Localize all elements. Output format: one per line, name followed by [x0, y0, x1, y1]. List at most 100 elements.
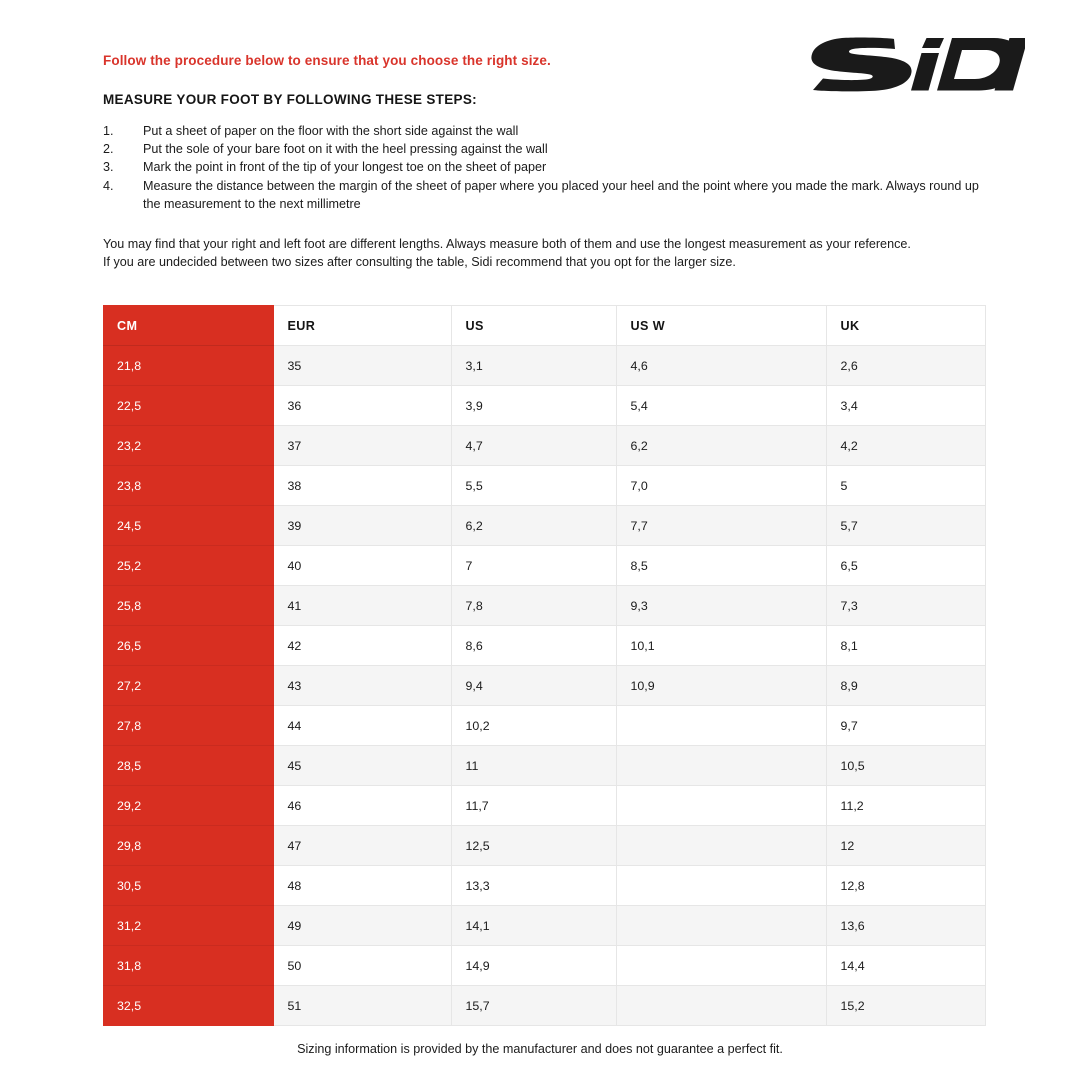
- cell-us: 6,2: [451, 505, 617, 546]
- cell-eur: 48: [273, 865, 452, 906]
- cell-uk: 9,7: [826, 705, 986, 746]
- column-header-us: US: [451, 305, 617, 346]
- table-row: 23,8 38 5,5 7,0 5: [103, 465, 986, 506]
- cell-us: 8,6: [451, 625, 617, 666]
- step-number: 1.: [103, 124, 114, 138]
- cell-uk: 8,1: [826, 625, 986, 666]
- table-row: 25,2 40 7 8,5 6,5: [103, 545, 986, 586]
- step-number: 3.: [103, 160, 114, 175]
- cell-eur: 45: [273, 745, 452, 786]
- table-row: 26,5 42 8,6 10,1 8,1: [103, 625, 986, 666]
- table-row: 31,8 50 14,9 14,4: [103, 945, 986, 986]
- table-row: 31,2 49 14,1 13,6: [103, 905, 986, 946]
- cell-us: 14,9: [451, 945, 617, 986]
- cell-eur: 46: [273, 785, 452, 826]
- cell-eur: 47: [273, 825, 452, 866]
- cell-usw: [616, 785, 827, 826]
- table-row: 28,5 45 11 10,5: [103, 745, 986, 786]
- cell-eur: 41: [273, 585, 452, 626]
- size-chart-table: CM EUR US US W UK 21,8 35 3,1 4,6 2,6 22,5 36 3…: [103, 305, 986, 1026]
- column-header-cm: CM: [103, 305, 274, 346]
- cell-usw: [616, 705, 827, 746]
- cell-uk: 2,6: [826, 345, 986, 386]
- cell-uk: 5,7: [826, 505, 986, 546]
- cell-usw: 8,5: [616, 545, 827, 586]
- cell-cm: 22,5: [103, 385, 274, 426]
- cell-usw: 6,2: [616, 425, 827, 466]
- cell-uk: 12: [826, 825, 986, 866]
- cell-eur: 42: [273, 625, 452, 666]
- step-number: 4.: [103, 178, 114, 193]
- table-row: 30,5 48 13,3 12,8: [103, 865, 986, 906]
- cell-usw: [616, 905, 827, 946]
- step-text: Measure the distance between the margin …: [143, 178, 979, 211]
- steps-title: MEASURE YOUR FOOT BY FOLLOWING THESE STE…: [103, 92, 477, 107]
- table-row: 24,5 39 6,2 7,7 5,7: [103, 505, 986, 546]
- cell-eur: 51: [273, 985, 452, 1026]
- cell-eur: 35: [273, 345, 452, 386]
- table-row: 29,2 46 11,7 11,2: [103, 785, 986, 826]
- cell-eur: 49: [273, 905, 452, 946]
- cell-uk: 11,2: [826, 785, 986, 826]
- cell-eur: 36: [273, 385, 452, 426]
- cell-uk: 14,4: [826, 945, 986, 986]
- table-row: 27,8 44 10,2 9,7: [103, 705, 986, 746]
- table-row: 23,2 37 4,7 6,2 4,2: [103, 425, 986, 466]
- intro-heading: Follow the procedure below to ensure tha…: [103, 53, 551, 68]
- cell-usw: [616, 865, 827, 906]
- cell-uk: 4,2: [826, 425, 986, 466]
- cell-usw: [616, 985, 827, 1026]
- cell-us: 3,9: [451, 385, 617, 426]
- cell-cm: 31,8: [103, 945, 274, 986]
- cell-usw: 9,3: [616, 585, 827, 626]
- list-item: 4. Measure the distance between the marg…: [103, 177, 983, 213]
- cell-eur: 44: [273, 705, 452, 746]
- cell-usw: 5,4: [616, 385, 827, 426]
- cell-us: 11: [451, 745, 617, 786]
- cell-uk: 15,2: [826, 985, 986, 1026]
- cell-eur: 38: [273, 465, 452, 506]
- cell-cm: 26,5: [103, 625, 274, 666]
- table-row: 22,5 36 3,9 5,4 3,4: [103, 385, 986, 426]
- cell-cm: 24,5: [103, 505, 274, 546]
- cell-us: 4,7: [451, 425, 617, 466]
- cell-uk: 7,3: [826, 585, 986, 626]
- cell-us: 7,8: [451, 585, 617, 626]
- cell-eur: 39: [273, 505, 452, 546]
- cell-uk: 8,9: [826, 665, 986, 706]
- table-header-row: CM EUR US US W UK: [103, 305, 986, 346]
- note-paragraph-2: If you are undecided between two sizes a…: [103, 255, 736, 270]
- cell-uk: 6,5: [826, 545, 986, 586]
- cell-uk: 3,4: [826, 385, 986, 426]
- table-header: CM EUR US US W UK: [103, 305, 986, 346]
- cell-usw: 4,6: [616, 345, 827, 386]
- cell-cm: 32,5: [103, 985, 274, 1026]
- sidi-logo: [810, 36, 1025, 92]
- cell-usw: 7,0: [616, 465, 827, 506]
- note-paragraph-1: You may find that your right and left fo…: [103, 237, 911, 251]
- cell-us: 5,5: [451, 465, 617, 506]
- cell-usw: 10,1: [616, 625, 827, 666]
- cell-cm: 23,8: [103, 465, 274, 506]
- cell-uk: 10,5: [826, 745, 986, 786]
- step-number: 2.: [103, 142, 114, 157]
- cell-cm: 27,2: [103, 665, 274, 706]
- cell-eur: 50: [273, 945, 452, 986]
- cell-us: 9,4: [451, 665, 617, 706]
- cell-cm: 25,2: [103, 545, 274, 586]
- cell-usw: 10,9: [616, 665, 827, 706]
- column-header-usw: US W: [616, 305, 827, 346]
- cell-cm: 28,5: [103, 745, 274, 786]
- notes-block: You may find that your right and left fo…: [103, 235, 983, 272]
- cell-usw: 7,7: [616, 505, 827, 546]
- step-text: Mark the point in front of the tip of yo…: [143, 160, 547, 175]
- column-header-uk: UK: [826, 305, 986, 346]
- cell-cm: 25,8: [103, 585, 274, 626]
- cell-us: 11,7: [451, 785, 617, 826]
- list-item: 2. Put the sole of your bare foot on it …: [103, 140, 983, 158]
- cell-us: 12,5: [451, 825, 617, 866]
- cell-us: 15,7: [451, 985, 617, 1026]
- step-text: Put the sole of your bare foot on it wit…: [143, 142, 548, 157]
- list-item: 1. Put a sheet of paper on the floor wit…: [103, 122, 983, 140]
- cell-eur: 37: [273, 425, 452, 466]
